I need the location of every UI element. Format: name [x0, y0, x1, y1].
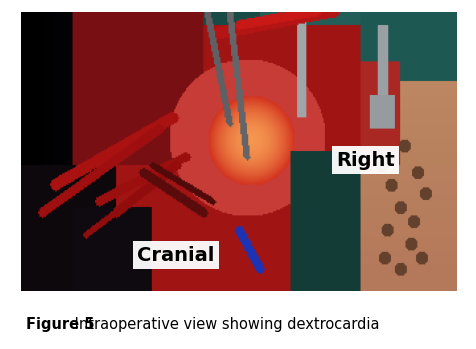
- Text: Figure 5: Figure 5: [26, 317, 95, 332]
- Text: Intraoperative view showing dextrocardia: Intraoperative view showing dextrocardia: [70, 317, 379, 332]
- Text: Right: Right: [336, 151, 395, 170]
- Text: Cranial: Cranial: [138, 246, 215, 265]
